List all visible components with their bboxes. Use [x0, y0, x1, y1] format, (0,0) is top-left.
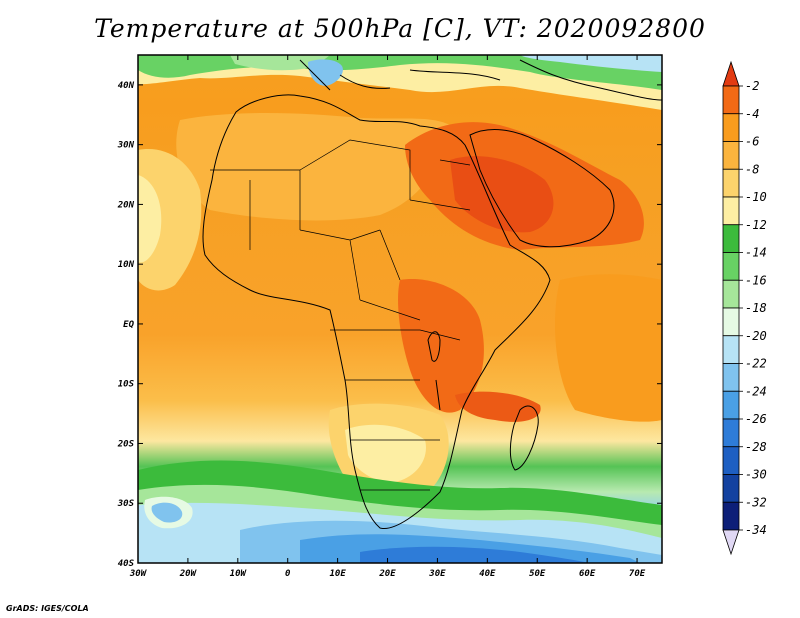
contour-sahara-8 [176, 113, 450, 221]
madagascar-coastline [509, 405, 539, 471]
colorbar-swatch [722, 501, 740, 531]
colorbar-label: -22 [745, 357, 767, 371]
colorbar-label: -6 [745, 135, 759, 149]
x-tick-label: 50E [529, 569, 546, 579]
colorbar-label: -14 [745, 246, 767, 260]
colorbar-swatch [722, 196, 740, 226]
colorbar-swatch [722, 474, 740, 503]
colorbar-label: -20 [745, 329, 767, 343]
temperature-field [138, 55, 662, 563]
colorbar-label: -4 [745, 107, 759, 121]
arabia-coastline [469, 129, 615, 248]
colorbar-label: -2 [745, 79, 759, 93]
colorbar-swatch [722, 168, 740, 198]
y-tick-label: 40S [118, 559, 135, 569]
contour-north-18 [230, 55, 330, 71]
colorbar-label: -32 [745, 495, 767, 509]
x-tick-label: 10E [329, 569, 346, 579]
colorbar-bottom-arrow [722, 529, 740, 556]
y-tick-label: 10S [118, 380, 135, 390]
contour-west-10 [138, 149, 202, 291]
y-tick-label: 40N [118, 81, 135, 91]
colorbar-swatch [722, 224, 740, 253]
colorbar-swatch [722, 418, 740, 448]
y-tick-label: 20N [117, 200, 135, 210]
x-tick-label: 20E [378, 569, 396, 579]
y-tick-label: 30S [117, 499, 135, 509]
colorbar-swatch [722, 363, 740, 392]
contour-south-28 [360, 546, 590, 563]
colorbar-swatch [722, 141, 740, 170]
contour-west-12 [138, 175, 162, 263]
europe-coast [299, 59, 662, 101]
contour-southeast-4 [455, 391, 541, 422]
colorbar-swatch [722, 279, 740, 309]
colorbar-swatch [722, 390, 740, 420]
x-tick-label: 30W [129, 569, 148, 579]
x-tick-label: 0 [285, 569, 291, 579]
contour-north-22 [520, 55, 662, 72]
contour-southwest-24 [151, 502, 183, 523]
colorbar-label: -18 [745, 301, 767, 315]
colorbar-swatch [722, 113, 740, 142]
contour-arabia-3 [450, 156, 554, 233]
colorbar-label: -8 [745, 162, 759, 176]
colorbar-top-arrow [722, 60, 740, 87]
colorbar-label: -24 [745, 384, 767, 398]
colorbar-label: -34 [745, 523, 767, 537]
x-tick-label: 20W [179, 569, 198, 579]
colorbar: -2 -4 -6 -8 -10 -12 -14 -16 -18 -20 -22 -24 -26 -28 -3… [722, 60, 767, 556]
colorbar-label: -12 [745, 218, 767, 232]
africa-coastline [202, 94, 551, 529]
chart-title: Temperature at 500hPa [C], VT: 202009280… [94, 14, 706, 43]
axes: 30W 20W 10W 0 10E 20E 30E 40E 50E 60E 70E 40N 30N 20N… [117, 55, 662, 579]
contour-central-4 [398, 279, 484, 413]
colorbar-label: -30 [745, 468, 767, 482]
y-tick-label: EQ [123, 320, 134, 330]
contour-indian-6 [555, 274, 662, 422]
plot-frame [137, 54, 663, 564]
x-tick-label: 30E [428, 569, 446, 579]
country-borders [210, 139, 471, 491]
x-tick-label: 10W [230, 569, 248, 579]
colorbar-label: -26 [745, 412, 767, 426]
colorbar-swatch [722, 85, 740, 115]
y-tick-label: 20S [117, 439, 135, 449]
x-tick-label: 40E [479, 569, 496, 579]
colorbar-swatch [722, 446, 740, 475]
colorbar-swatch [722, 307, 740, 337]
coastlines [202, 59, 662, 529]
contour-north-blue [308, 59, 343, 86]
y-tick-label: 30N [117, 141, 135, 151]
colorbar-swatch [722, 335, 740, 364]
colorbar-label: -10 [745, 190, 767, 204]
colorbar-swatch [722, 252, 740, 281]
contour-south-12 [345, 424, 426, 483]
credit-text: GrADS: IGES/COLA [6, 604, 89, 613]
colorbar-label: -28 [745, 440, 767, 454]
lakes [427, 331, 441, 411]
y-tick-label: 10N [118, 260, 135, 270]
x-tick-label: 60E [579, 569, 596, 579]
x-tick-label: 70E [629, 569, 646, 579]
colorbar-label: -16 [745, 273, 767, 287]
